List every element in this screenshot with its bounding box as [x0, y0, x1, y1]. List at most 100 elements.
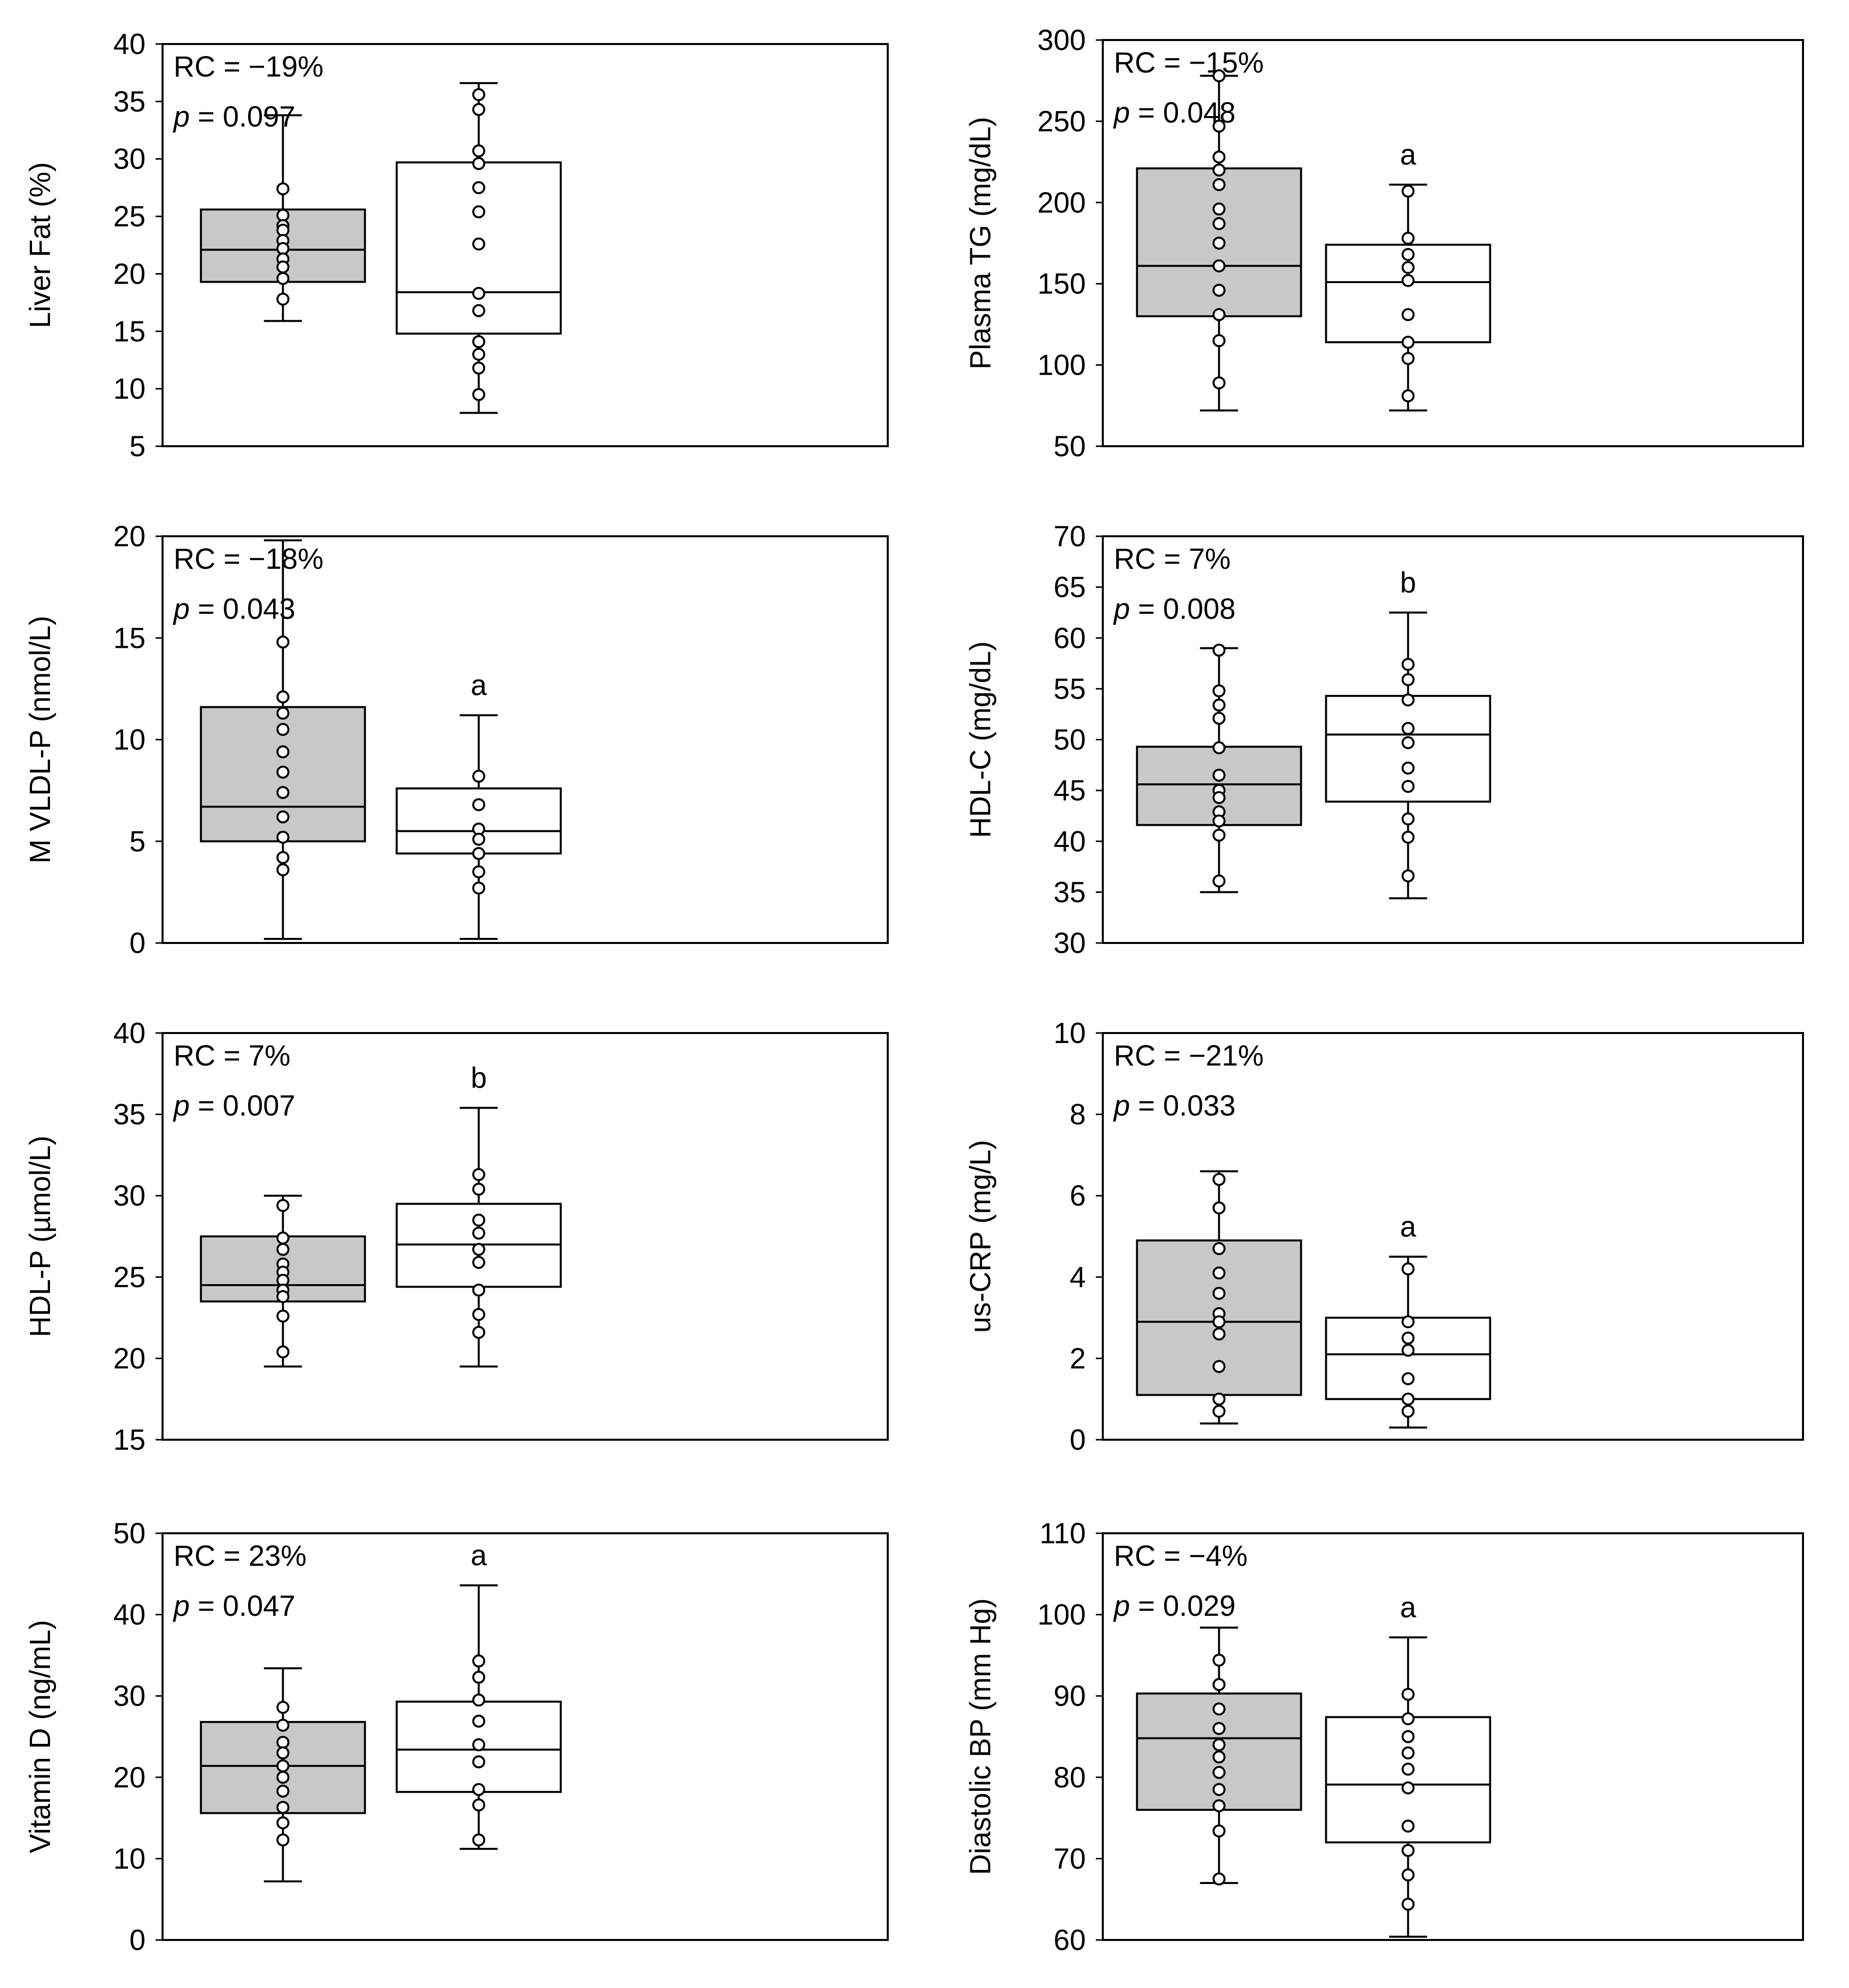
data-point: [1212, 1173, 1226, 1186]
data-point: [472, 1833, 486, 1847]
y-tick-label: 5: [130, 825, 146, 858]
data-point: [1212, 741, 1226, 754]
data-point: [1212, 69, 1226, 83]
data-point: [276, 1290, 290, 1303]
data-point: [1212, 334, 1226, 347]
data-point: [1212, 1405, 1226, 1418]
data-point: [276, 706, 290, 720]
data-point: [1212, 711, 1226, 725]
chart-panel: 0 5 10 15 20 M VLDL-P (nmol/L) RC = −18% p = 0.…: [24, 520, 889, 959]
data-point: [472, 1738, 486, 1751]
data-point: [1401, 389, 1415, 403]
y-tick-label: 8: [1070, 1099, 1086, 1131]
significance-letter: a: [1400, 1211, 1416, 1243]
data-point: [472, 205, 486, 219]
data-point: [1212, 259, 1226, 273]
plot-frame: [162, 1532, 889, 1941]
y-tick-label: 30: [1053, 927, 1086, 959]
data-point: [472, 832, 486, 846]
y-tick-label: 2: [1070, 1342, 1086, 1375]
chart-panel: 5 10 15 20 25 30 35 40 Liver Fat (%) RC = −19% p =…: [24, 28, 889, 463]
y-axis-title: Liver Fat (%): [24, 162, 57, 328]
p-symbol: p: [1113, 593, 1130, 625]
data-point: [276, 851, 290, 864]
y-tick-label: 60: [1053, 622, 1086, 654]
data-point: [276, 1243, 290, 1256]
data-point: [472, 335, 486, 348]
plot-frame: [1102, 1032, 1804, 1441]
y-axis-title: Diastolic BP (mm Hg): [964, 1598, 997, 1875]
box-group: a: [1325, 1211, 1491, 1429]
data-point: [1212, 163, 1226, 177]
data-point: [276, 1800, 290, 1814]
data-point: [276, 1309, 290, 1323]
y-tick-label: 300: [1037, 24, 1086, 57]
box-group: [200, 114, 366, 322]
data-point: [1212, 284, 1226, 297]
box-group: b: [396, 1062, 562, 1368]
data-point: [276, 765, 290, 779]
data-point: [1212, 1702, 1226, 1716]
data-point: [1401, 248, 1415, 261]
box-group: b: [1325, 566, 1491, 899]
data-point: [1212, 150, 1226, 164]
data-point: [1401, 1687, 1415, 1701]
data-point: [276, 745, 290, 758]
data-point: [1401, 722, 1415, 735]
y-tick-label: 65: [1053, 571, 1086, 604]
data-point: [472, 88, 486, 102]
data-point: [472, 881, 486, 895]
data-point: [1401, 352, 1415, 365]
data-point: [1212, 1266, 1226, 1280]
data-point: [472, 1183, 486, 1196]
data-point: [276, 723, 290, 736]
significance-letter: a: [1400, 1591, 1416, 1624]
data-point: [1212, 1750, 1226, 1764]
y-tick-label: 40: [113, 1599, 146, 1631]
box-group: [200, 539, 366, 940]
y-tick-label: 55: [1053, 673, 1086, 705]
data-point: [276, 1700, 290, 1714]
p-value-annotation: p = 0.033: [1113, 1090, 1236, 1122]
box-group: a: [396, 1539, 562, 1850]
data-point: [1212, 684, 1226, 697]
chart-panel: 50 100 150 200 250 300 Plasma TG (mg/dL) RC = −…: [964, 24, 1804, 463]
y-tick-label: 100: [1037, 349, 1086, 382]
y-tick-label: 200: [1037, 187, 1086, 219]
data-point: [1401, 1392, 1415, 1406]
data-point: [1401, 308, 1415, 321]
y-tick-label: 20: [113, 1761, 146, 1794]
data-point: [276, 830, 290, 844]
significance-letter: a: [1400, 139, 1416, 171]
data-point: [472, 388, 486, 401]
data-point: [472, 847, 486, 860]
y-axis-title: HDL-P (µmol/L): [24, 1136, 57, 1337]
data-point: [1212, 217, 1226, 231]
data-point: [1401, 1819, 1415, 1833]
y-tick-label: 0: [1070, 1424, 1086, 1456]
y-tick-label: 4: [1070, 1261, 1086, 1294]
data-point: [472, 1243, 486, 1256]
data-point: [1401, 1331, 1415, 1345]
data-point: [1401, 1844, 1415, 1857]
data-point: [276, 182, 290, 196]
box-group: [1136, 1626, 1302, 1886]
data-point: [1401, 736, 1415, 749]
box-group: [1136, 69, 1302, 412]
data-point: [1212, 791, 1226, 804]
y-tick-label: 35: [113, 86, 146, 118]
data-point: [1212, 814, 1226, 828]
y-tick-label: 35: [1053, 876, 1086, 908]
data-point: [472, 1670, 486, 1684]
p-symbol: p: [173, 593, 190, 625]
data-point: [1401, 1730, 1415, 1743]
data-point: [472, 1226, 486, 1240]
p-symbol: p: [173, 101, 190, 133]
data-point: [472, 144, 486, 158]
data-point: [1212, 1722, 1226, 1735]
y-tick-label: 30: [113, 1680, 146, 1712]
y-tick-label: 40: [113, 28, 146, 61]
y-tick-label: 10: [113, 373, 146, 405]
y-tick-label: 20: [113, 1342, 146, 1375]
y-axis-title: M VLDL-P (nmol/L): [24, 616, 57, 863]
